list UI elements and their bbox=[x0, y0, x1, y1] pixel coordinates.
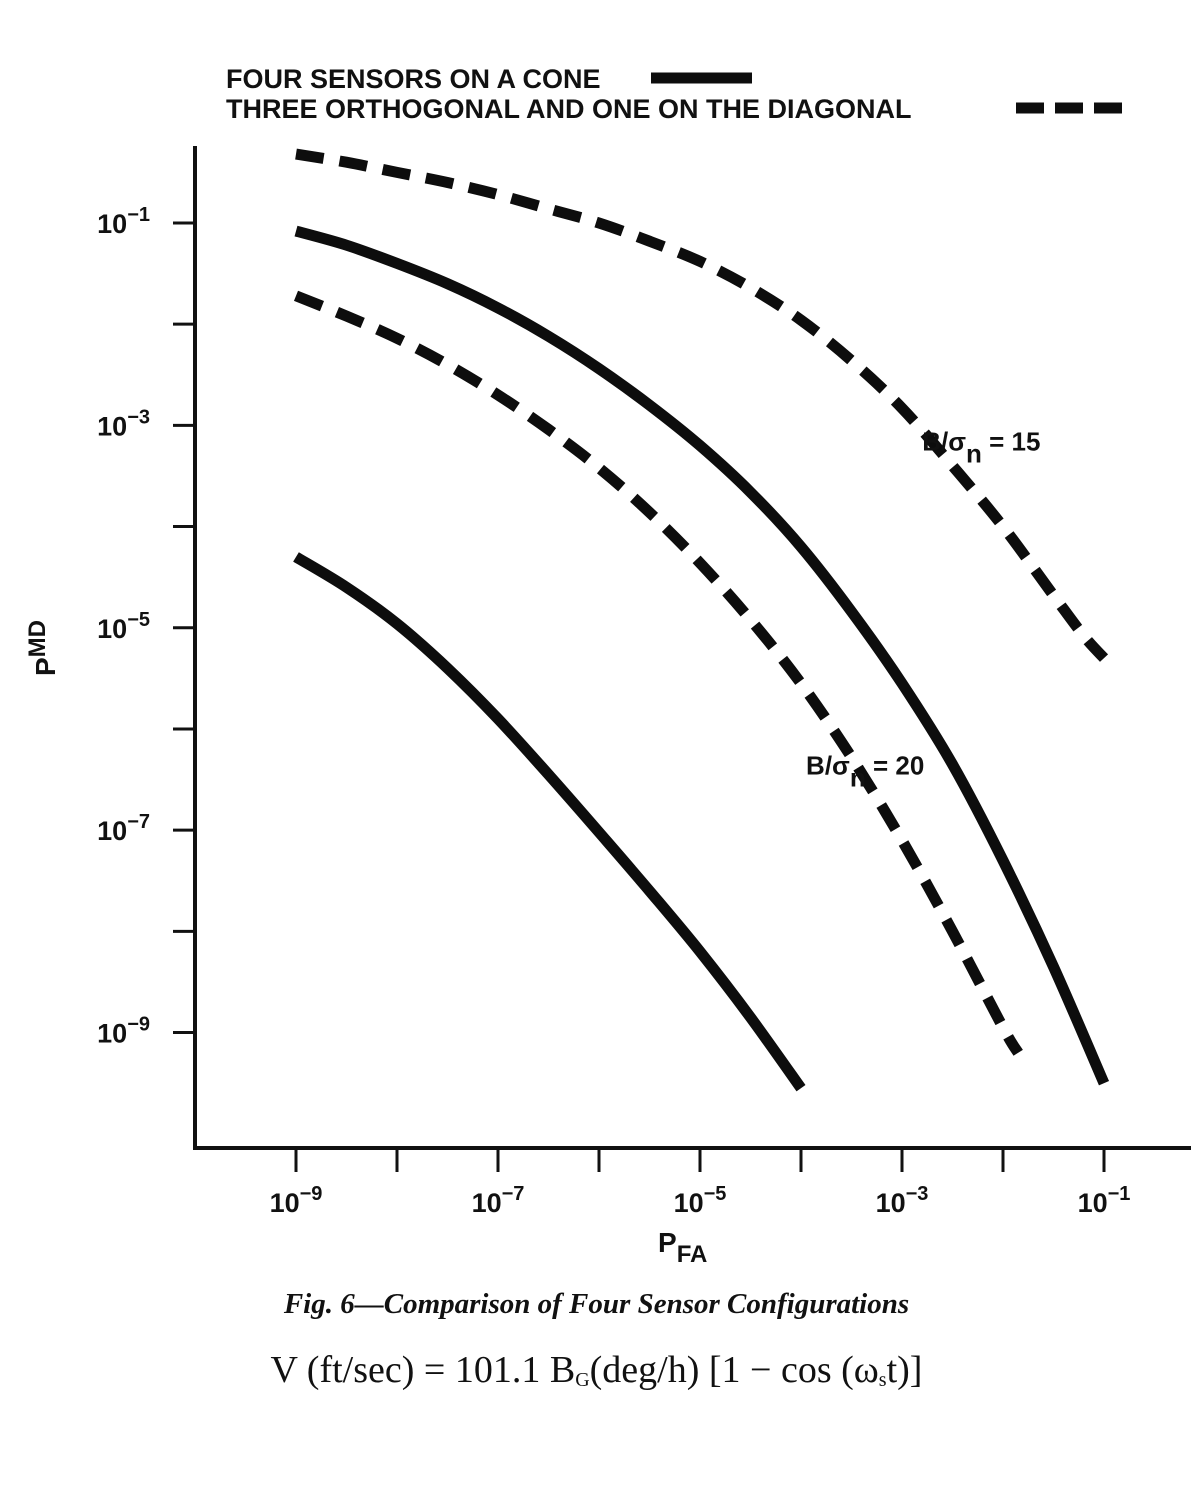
series-line-1 bbox=[295, 148, 1109, 662]
equation-sub-2: s bbox=[878, 1369, 887, 1391]
series-line-2 bbox=[294, 225, 1110, 1086]
axes bbox=[193, 146, 1191, 1150]
x-tick-label: 10−1 bbox=[1078, 1183, 1131, 1218]
x-tick-label: 10−9 bbox=[270, 1183, 323, 1218]
y-tick-label: 10−3 bbox=[97, 406, 150, 441]
x-tick-label: 10−3 bbox=[876, 1183, 929, 1218]
y-tick-label: 10−7 bbox=[97, 811, 150, 846]
x-axis-label: PFA bbox=[658, 1227, 707, 1268]
tick-labels: 10−9 10−7 10−5 10−3 10−1 10−1 10−3 10−5 10−7 10−9 bbox=[97, 204, 1130, 1218]
equation-sub-1: G bbox=[575, 1369, 590, 1391]
equation-part-1: V (ft/sec) = 101.1 B bbox=[270, 1349, 576, 1391]
series-line-4 bbox=[293, 552, 806, 1092]
x-tick-label: 10−5 bbox=[674, 1183, 727, 1218]
annotations: B/σn = 15 B/σn = 20 bbox=[806, 427, 1040, 793]
annotation-1: B/σn = 15 bbox=[922, 427, 1040, 469]
tick-marks bbox=[173, 221, 1106, 1172]
legend-label-1: FOUR SENSORS ON A CONE bbox=[226, 64, 601, 94]
equation-part-3: t)] bbox=[886, 1349, 923, 1391]
annotation-2: B/σn = 20 bbox=[806, 751, 924, 793]
equation: V (ft/sec) = 101.1 BG(deg/h) [1 − cos (ω… bbox=[0, 1348, 1193, 1392]
figure-caption: Fig. 6—Comparison of Four Sensor Configu… bbox=[283, 1288, 910, 1320]
y-tick-label: 10−1 bbox=[97, 204, 150, 239]
legend-label-2: THREE ORTHOGONAL AND ONE ON THE DIAGONAL bbox=[226, 94, 912, 124]
series-group bbox=[293, 148, 1110, 1092]
axis-labels: PFA PMD bbox=[24, 620, 707, 1268]
y-tick-label: 10−5 bbox=[97, 609, 150, 644]
series-line-3 bbox=[293, 290, 1023, 1056]
y-tick-label: 10−9 bbox=[97, 1014, 150, 1049]
x-tick-label: 10−7 bbox=[472, 1183, 525, 1218]
y-axis-label: PMD bbox=[24, 620, 61, 676]
equation-part-2: (deg/h) [1 − cos (ω bbox=[589, 1349, 879, 1391]
